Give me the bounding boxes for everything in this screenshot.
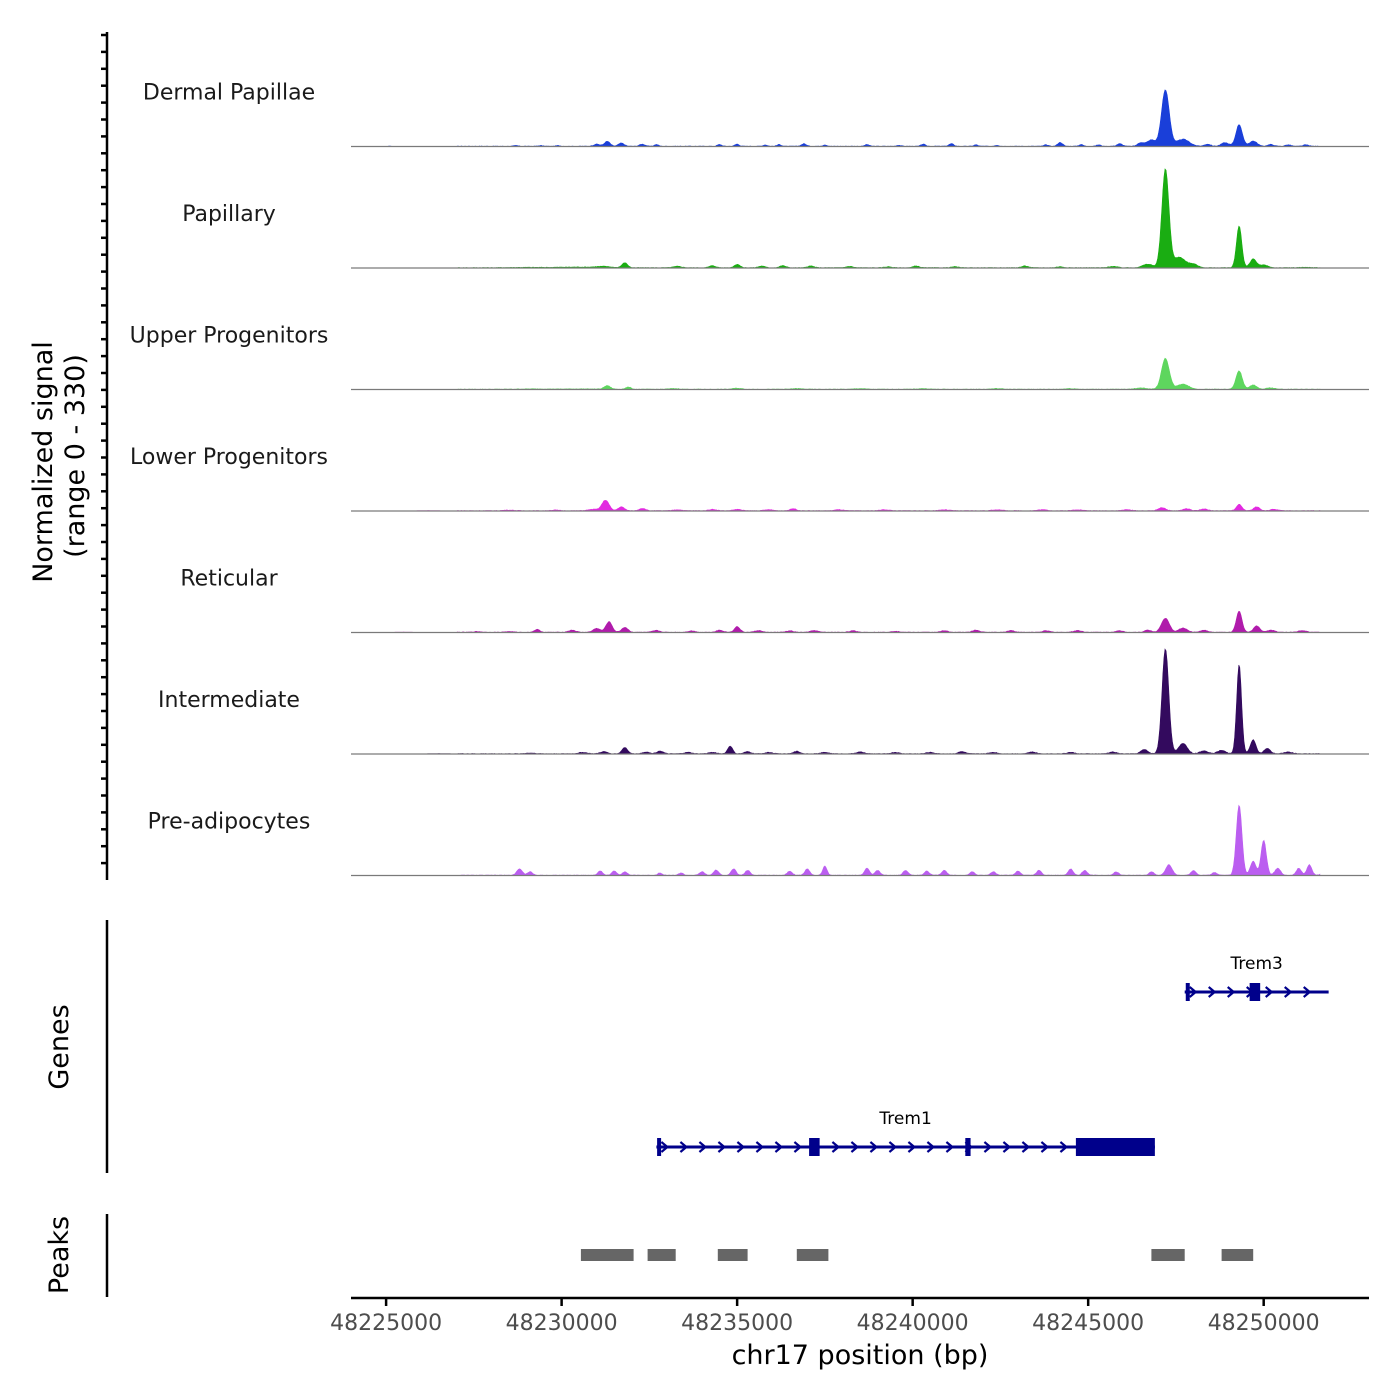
signal-area-pre-adipocytes bbox=[351, 804, 1321, 876]
x-axis-label: chr17 position (bp) bbox=[732, 1340, 989, 1371]
strand-arrow-icon bbox=[1002, 1141, 1012, 1153]
strand-arrow-icon bbox=[1303, 986, 1312, 998]
peak-region bbox=[1221, 1249, 1254, 1261]
strand-arrow-icon bbox=[907, 1141, 917, 1153]
strand-arrow-icon bbox=[831, 1141, 841, 1153]
signal-area-lower-progenitors bbox=[351, 500, 1321, 512]
strand-arrow-icon bbox=[1265, 986, 1274, 998]
peak-region bbox=[717, 1249, 748, 1261]
strand-arrow-icon bbox=[850, 1141, 860, 1153]
exon bbox=[1075, 1138, 1155, 1156]
x-tick-label: 48250000 bbox=[1208, 1311, 1320, 1336]
strand-arrow-icon bbox=[1227, 986, 1236, 998]
x-axis-ticks: 48225000 48230000 48235000 48240000 48245000… bbox=[330, 1298, 1320, 1336]
signal-area-upper-progenitors bbox=[351, 357, 1321, 390]
peaks-y-label: Peaks bbox=[44, 1216, 75, 1294]
gene-trem3: Trem3 bbox=[1184, 954, 1329, 1001]
signal-area-intermediate bbox=[351, 648, 1321, 755]
strand-arrow-icon bbox=[660, 1141, 670, 1153]
gene-annotation-track: Trem3 Trem1 bbox=[656, 954, 1329, 1156]
peak-region bbox=[647, 1249, 676, 1261]
x-tick-label: 48235000 bbox=[681, 1311, 793, 1336]
track-label: Dermal Papillae bbox=[143, 81, 315, 106]
x-tick-label: 48245000 bbox=[1032, 1311, 1144, 1336]
strand-arrow-icon bbox=[774, 1141, 784, 1153]
peak-region bbox=[796, 1249, 829, 1261]
strand-arrow-icon bbox=[1208, 986, 1217, 998]
strand-arrow-icon bbox=[1059, 1141, 1069, 1153]
strand-arrow-icon bbox=[793, 1141, 803, 1153]
gene-label: Trem1 bbox=[878, 1109, 931, 1129]
peak-region bbox=[1151, 1249, 1185, 1261]
strand-arrow-icon bbox=[755, 1141, 765, 1153]
track-reticular: Reticular bbox=[180, 567, 1369, 634]
exon bbox=[1185, 983, 1190, 1001]
track-lower-progenitors: Lower Progenitors bbox=[130, 445, 1369, 512]
exon bbox=[657, 1138, 662, 1156]
peaks-track bbox=[580, 1249, 1254, 1261]
strand-arrow-icon bbox=[1040, 1141, 1050, 1153]
genes-y-label: Genes bbox=[44, 1004, 75, 1089]
peak-region bbox=[580, 1249, 634, 1261]
strand-arrow-icon bbox=[983, 1141, 993, 1153]
x-tick-label: 48240000 bbox=[857, 1311, 969, 1336]
track-label: Reticular bbox=[180, 567, 278, 592]
strand-arrow-icon bbox=[945, 1141, 955, 1153]
signal-area-reticular bbox=[351, 610, 1321, 633]
gene-trem1: Trem1 bbox=[656, 1109, 1155, 1156]
track-label: Pre-adipocytes bbox=[148, 810, 311, 835]
strand-arrow-icon bbox=[926, 1141, 936, 1153]
strand-arrow-icon bbox=[1189, 986, 1198, 998]
strand-arrow-icon bbox=[679, 1141, 689, 1153]
coverage-y-label: Normalized signal bbox=[28, 341, 59, 583]
strand-arrow-icon bbox=[1021, 1141, 1031, 1153]
x-tick-label: 48225000 bbox=[330, 1311, 442, 1336]
coverage-y-label-range: (range 0 - 330) bbox=[60, 354, 91, 558]
coverage-tracks: Dermal Papillae Papillary Upper Progenitor… bbox=[130, 81, 1369, 877]
strand-arrow-icon bbox=[869, 1141, 879, 1153]
strand-arrow-icon bbox=[888, 1141, 898, 1153]
gene-label: Trem3 bbox=[1230, 954, 1283, 974]
track-label: Intermediate bbox=[158, 688, 300, 713]
track-label: Upper Progenitors bbox=[130, 324, 329, 349]
track-papillary: Papillary bbox=[182, 168, 1369, 269]
strand-arrow-icon bbox=[698, 1141, 708, 1153]
track-dermal-papillae: Dermal Papillae bbox=[143, 81, 1369, 148]
x-tick-label: 48230000 bbox=[506, 1311, 618, 1336]
track-label: Papillary bbox=[182, 202, 276, 227]
exon bbox=[965, 1138, 971, 1156]
track-intermediate: Intermediate bbox=[158, 648, 1369, 755]
signal-area-papillary bbox=[351, 168, 1321, 269]
strand-arrow-icon bbox=[736, 1141, 746, 1153]
strand-arrow-icon bbox=[1284, 986, 1293, 998]
track-label: Lower Progenitors bbox=[130, 445, 328, 470]
coverage-y-ticks bbox=[101, 33, 107, 865]
track-pre-adipocytes: Pre-adipocytes bbox=[148, 804, 1369, 877]
signal-area-dermal-papillae bbox=[351, 89, 1321, 147]
strand-arrow-icon bbox=[717, 1141, 727, 1153]
exon bbox=[809, 1138, 820, 1156]
track-upper-progenitors: Upper Progenitors bbox=[130, 324, 1369, 391]
exon bbox=[1249, 983, 1261, 1001]
